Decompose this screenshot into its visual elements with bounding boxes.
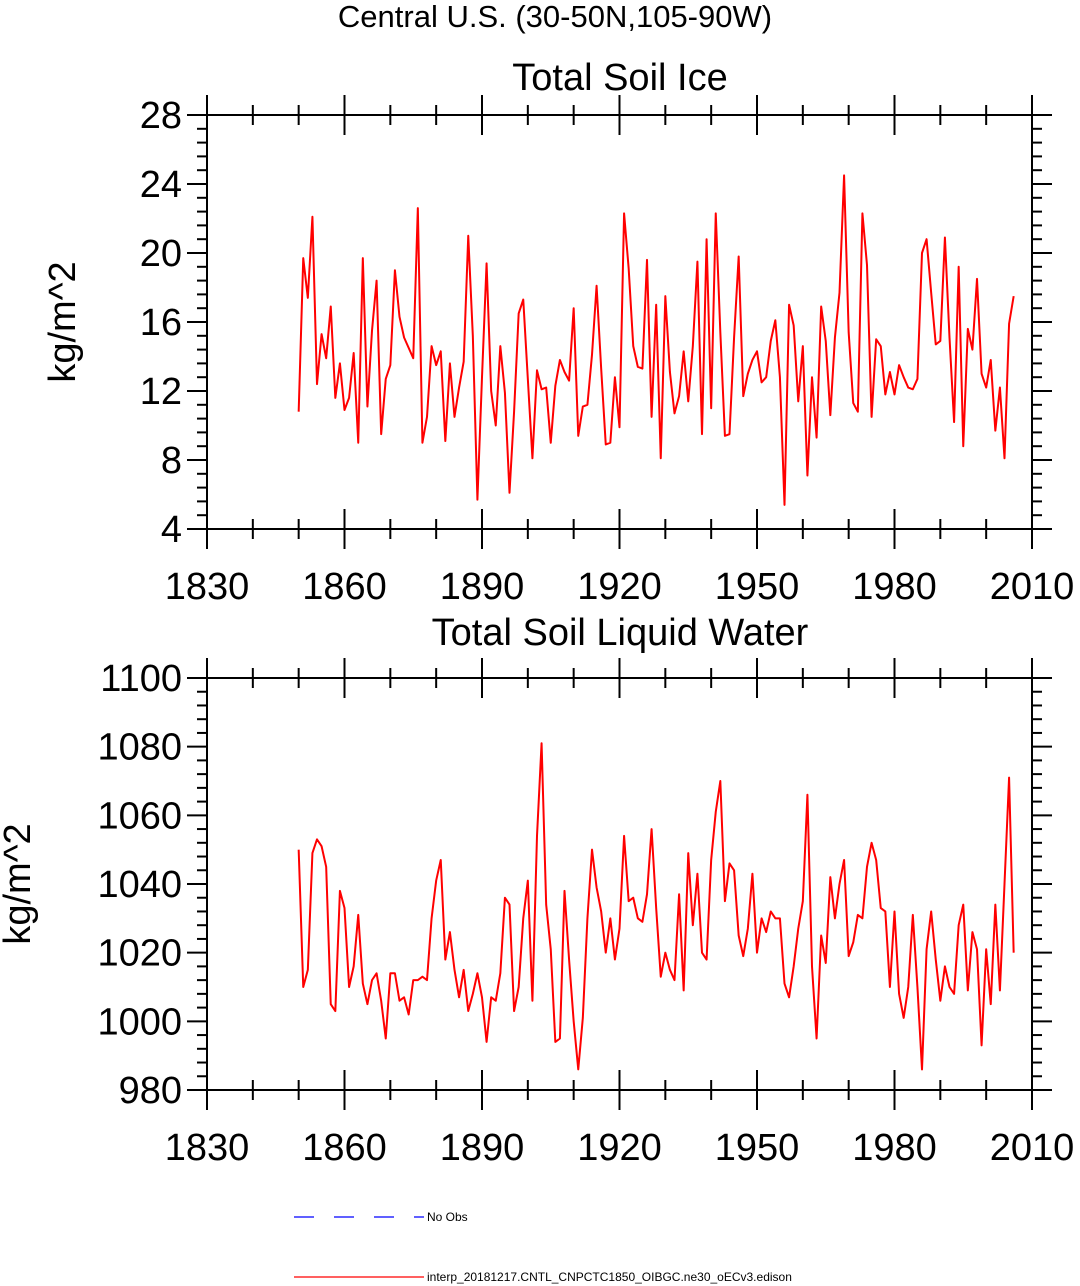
x-tick-label: 1980 — [852, 1127, 937, 1169]
legend-label-no-obs: No Obs — [427, 1210, 468, 1224]
y-axis-label: kg/m^2 — [42, 261, 84, 382]
x-tick-label: 1920 — [577, 566, 662, 608]
x-tick-label: 1860 — [302, 566, 387, 608]
y-tick-label: 8 — [161, 440, 182, 482]
legend-label-model: interp_20181217.CNTL_CNPCTC1850_OIBGC.ne… — [427, 1270, 792, 1284]
y-tick-label: 1080 — [97, 727, 182, 769]
plot-frame — [206, 677, 1033, 1091]
y-tick-label: 1040 — [97, 864, 182, 906]
plot-area: 1830 1860 1890 1920 1950 1980 2010 980 1000 1020 1… — [97, 658, 1074, 1169]
y-tick-label: 4 — [161, 509, 182, 551]
x-tick-label: 1950 — [715, 566, 800, 608]
y-tick-label: 20 — [140, 233, 182, 275]
panel-title: Total Soil Liquid Water — [432, 612, 809, 654]
x-tick-label: 1830 — [165, 1127, 250, 1169]
y-tick-label: 1100 — [100, 658, 182, 700]
series-line — [297, 742, 1015, 1071]
legend: No Obs interp_20181217.CNTL_CNPCTC1850_O… — [294, 1210, 792, 1284]
y-tick-label: 12 — [140, 371, 182, 413]
x-tick-label: 2010 — [990, 1127, 1075, 1169]
panel-total-soil-liquid-water: Total Soil Liquid Water kg/m^2 1830 1860 1… — [0, 612, 1074, 1169]
y-tick-label: 980 — [119, 1070, 182, 1112]
panel-title: Total Soil Ice — [512, 57, 727, 99]
y-tick-label: 24 — [140, 164, 182, 206]
plot-area: 1830 1860 1890 1920 1950 1980 2010 4 8 12 16 20 24 28 — [140, 95, 1075, 608]
x-tick-label: 1920 — [577, 1127, 662, 1169]
x-tick-label: 1890 — [440, 566, 525, 608]
y-tick-label: 1060 — [97, 795, 182, 837]
x-tick-label: 1950 — [715, 1127, 800, 1169]
series-line — [297, 174, 1015, 506]
figure-title: Central U.S. (30-50N,105-90W) — [338, 0, 772, 34]
y-axis-label: kg/m^2 — [0, 823, 39, 944]
x-tick-label: 1890 — [440, 1127, 525, 1169]
y-tick-label: 1000 — [97, 1001, 182, 1043]
x-tick-label: 1980 — [852, 566, 937, 608]
x-tick-label: 1830 — [165, 566, 250, 608]
y-tick-label: 16 — [140, 302, 182, 344]
panel-total-soil-ice: Total Soil Ice kg/m^2 1830 1860 1890 1920 19… — [42, 57, 1074, 608]
y-tick-label: 1020 — [97, 933, 182, 975]
x-tick-label: 2010 — [990, 566, 1075, 608]
y-tick-label: 28 — [140, 95, 182, 137]
x-tick-label: 1860 — [302, 1127, 387, 1169]
